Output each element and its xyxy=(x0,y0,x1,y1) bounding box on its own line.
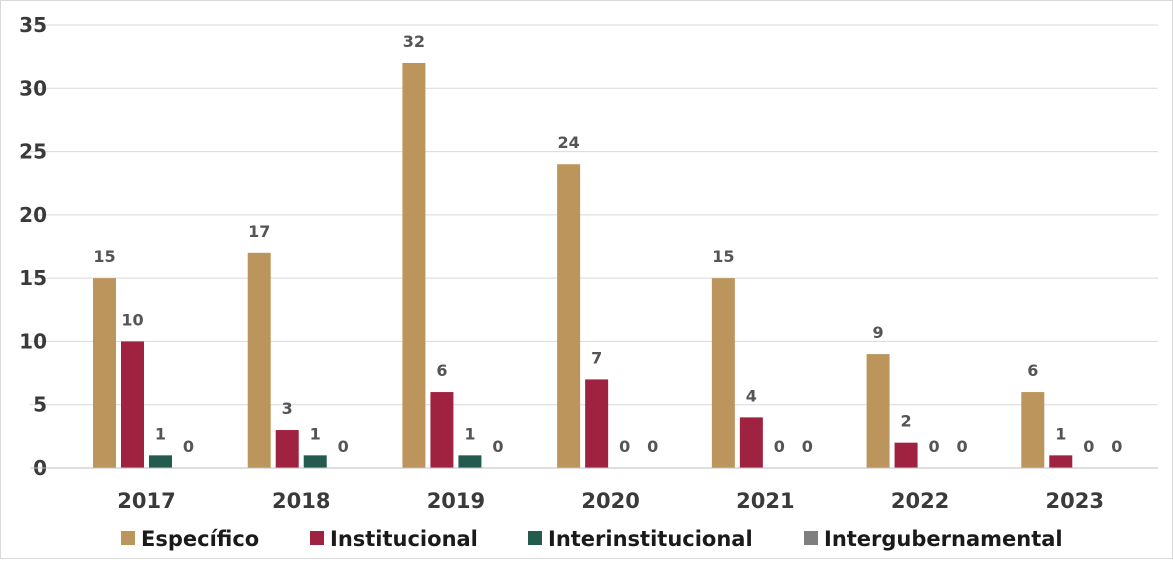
bar-2022-1 xyxy=(894,442,918,468)
data-label-2021-1: 4 xyxy=(746,386,757,405)
data-label-2021-2: 0 xyxy=(774,437,785,456)
bar-2018-2 xyxy=(303,455,327,468)
bar-2017-2 xyxy=(149,455,172,468)
data-label-2021-0: 15 xyxy=(712,247,734,266)
data-label-2023-1: 1 xyxy=(1055,424,1066,443)
data-label-2017-0: 15 xyxy=(93,247,115,266)
y-tick-label-5: 5 xyxy=(33,393,47,417)
data-label-2020-2: 0 xyxy=(619,437,630,456)
data-label-2023-3: 0 xyxy=(1111,437,1122,456)
legend: Específico Institucional Interinstituciona… xyxy=(121,527,1063,551)
legend-swatch-1 xyxy=(310,531,324,545)
bar-2019-0 xyxy=(402,62,426,468)
x-axis-categories: 2017 2018 2019 2020 2021 2022 2023 xyxy=(117,489,1104,513)
x-category-label-2023: 2023 xyxy=(1046,489,1104,513)
legend-swatch-2 xyxy=(528,531,542,545)
bar-2017-0 xyxy=(93,278,116,468)
bar-2020-1 xyxy=(585,379,609,468)
data-label-2022-1: 2 xyxy=(901,412,912,431)
data-label-2018-2: 1 xyxy=(310,424,321,443)
data-label-2020-1: 7 xyxy=(591,348,602,367)
legend-swatch-3 xyxy=(804,531,818,545)
legend-label-1: Institucional xyxy=(330,527,478,551)
data-label-2021-3: 0 xyxy=(802,437,813,456)
x-category-label-2017: 2017 xyxy=(117,489,175,513)
data-label-2020-0: 24 xyxy=(558,133,580,152)
data-label-2023-0: 6 xyxy=(1027,361,1038,380)
legend-label-2: Interinstitucional xyxy=(548,527,753,551)
data-label-2019-2: 1 xyxy=(464,424,475,443)
bar-2021-0 xyxy=(711,278,735,468)
x-category-label-2021: 2021 xyxy=(736,489,794,513)
x-category-label-2018: 2018 xyxy=(272,489,330,513)
data-label-2019-3: 0 xyxy=(492,437,503,456)
bar-2019-1 xyxy=(430,392,454,468)
bar-2023-0 xyxy=(1021,392,1045,468)
data-label-2023-2: 0 xyxy=(1083,437,1094,456)
bar-2021-1 xyxy=(739,417,763,468)
data-label-2017-3: 0 xyxy=(183,437,194,456)
data-label-2019-1: 6 xyxy=(436,361,447,380)
bar-2020-0 xyxy=(557,164,581,468)
bar-2022-0 xyxy=(866,354,890,468)
data-label-2018-3: 0 xyxy=(338,437,349,456)
gridlines xyxy=(30,24,1158,406)
legend-label-0: Específico xyxy=(141,527,259,551)
y-tick-label-25: 25 xyxy=(19,140,47,164)
data-label-2017-1: 10 xyxy=(121,310,143,329)
legend-label-3: Intergubernamental xyxy=(824,527,1063,551)
data-label-2020-3: 0 xyxy=(647,437,658,456)
bars xyxy=(93,62,1073,468)
bar-2018-0 xyxy=(247,252,271,468)
bar-2018-1 xyxy=(275,430,299,468)
y-tick-label-30: 30 xyxy=(19,76,47,100)
data-label-2022-0: 9 xyxy=(873,323,884,342)
data-label-2019-0: 32 xyxy=(403,32,425,51)
y-tick-label-15: 15 xyxy=(19,266,47,290)
data-label-2018-1: 3 xyxy=(282,399,293,418)
data-label-2022-2: 0 xyxy=(929,437,940,456)
bar-2017-1 xyxy=(121,341,144,468)
legend-swatch-0 xyxy=(121,531,135,545)
y-tick-label-10: 10 xyxy=(19,329,47,353)
y-tick-label-20: 20 xyxy=(19,203,47,227)
x-category-label-2019: 2019 xyxy=(427,489,485,513)
x-category-label-2020: 2020 xyxy=(581,489,639,513)
data-label-2022-3: 0 xyxy=(957,437,968,456)
data-label-2018-0: 17 xyxy=(248,222,270,241)
data-label-2017-2: 1 xyxy=(155,424,166,443)
x-category-label-2022: 2022 xyxy=(891,489,949,513)
y-tick-label-35: 35 xyxy=(19,13,47,37)
bar-2019-2 xyxy=(458,455,482,468)
bar-2023-1 xyxy=(1049,455,1073,468)
